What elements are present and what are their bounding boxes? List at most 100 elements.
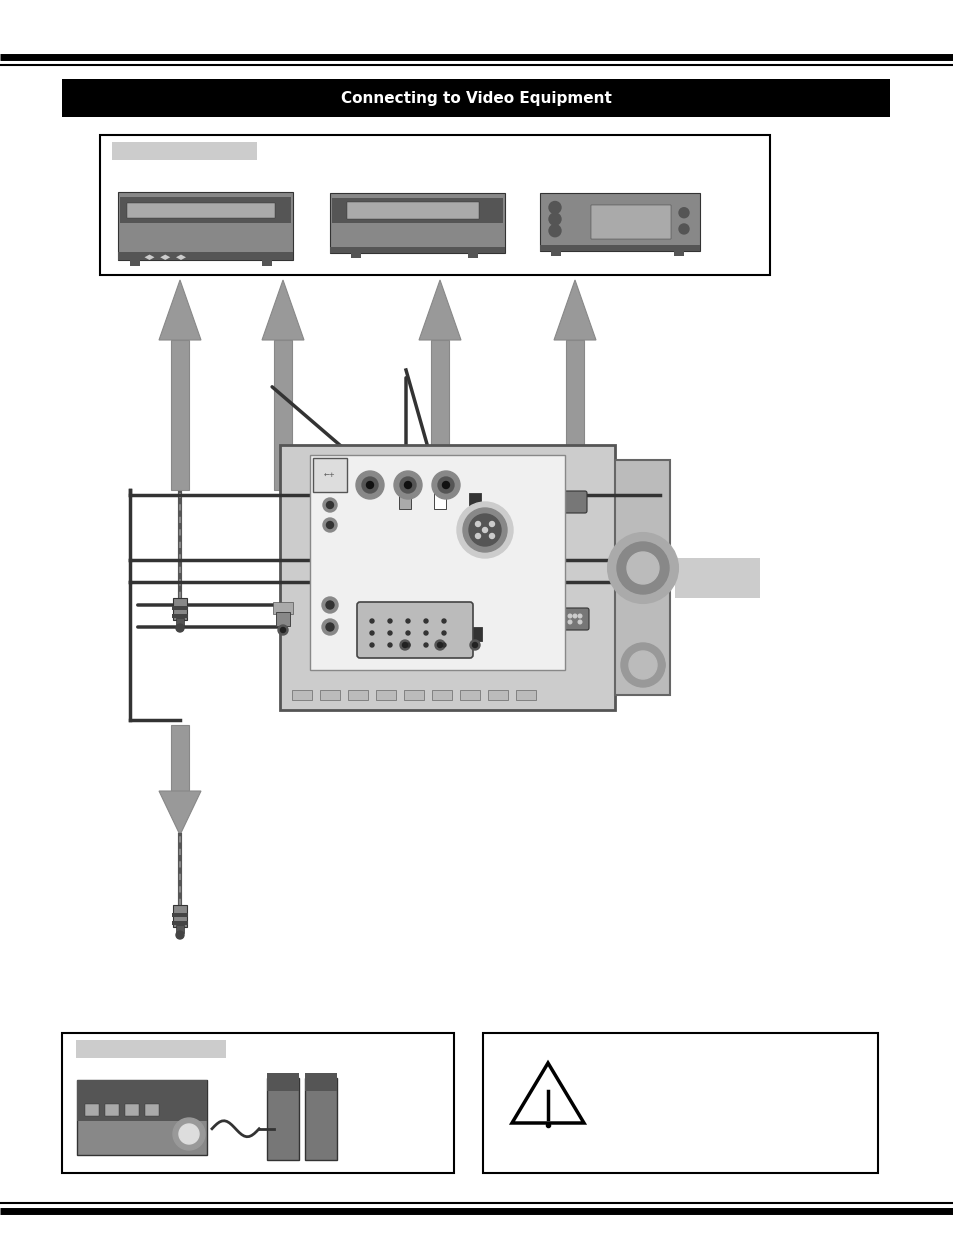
Circle shape [323,517,336,532]
Circle shape [470,640,479,650]
FancyBboxPatch shape [398,493,411,509]
FancyBboxPatch shape [125,1104,139,1116]
FancyBboxPatch shape [539,193,700,251]
Circle shape [326,601,334,609]
Circle shape [366,482,374,489]
FancyBboxPatch shape [120,198,291,222]
FancyBboxPatch shape [127,203,275,217]
FancyBboxPatch shape [468,253,478,258]
Circle shape [388,631,392,635]
FancyBboxPatch shape [175,925,184,932]
Circle shape [469,514,500,546]
FancyBboxPatch shape [100,135,769,275]
FancyBboxPatch shape [565,340,583,490]
FancyBboxPatch shape [375,690,395,700]
Circle shape [578,614,581,618]
Circle shape [406,631,410,635]
FancyBboxPatch shape [172,614,188,618]
FancyBboxPatch shape [62,1032,454,1173]
FancyBboxPatch shape [562,492,586,513]
FancyBboxPatch shape [482,1032,877,1173]
Circle shape [475,521,480,526]
Circle shape [437,642,442,647]
Circle shape [406,643,410,647]
FancyBboxPatch shape [77,1079,207,1121]
Circle shape [568,620,571,624]
Circle shape [437,477,454,493]
Circle shape [462,508,506,552]
FancyBboxPatch shape [118,191,293,261]
FancyBboxPatch shape [431,340,448,490]
Circle shape [402,642,407,647]
FancyBboxPatch shape [351,253,361,258]
FancyBboxPatch shape [330,193,504,253]
Polygon shape [144,254,154,261]
FancyBboxPatch shape [171,340,189,490]
FancyBboxPatch shape [274,340,292,490]
FancyBboxPatch shape [305,1073,336,1091]
FancyBboxPatch shape [397,627,412,641]
Circle shape [175,624,184,632]
FancyBboxPatch shape [467,509,482,521]
Circle shape [361,477,377,493]
FancyBboxPatch shape [330,247,504,253]
Circle shape [355,471,384,499]
Circle shape [548,225,560,237]
Circle shape [280,627,285,632]
FancyBboxPatch shape [615,459,669,695]
Circle shape [394,471,421,499]
Circle shape [456,501,513,558]
FancyBboxPatch shape [172,913,188,918]
FancyBboxPatch shape [434,493,446,509]
Circle shape [399,640,410,650]
Circle shape [548,201,560,214]
FancyBboxPatch shape [539,246,700,251]
Circle shape [472,642,477,647]
Polygon shape [512,1063,583,1123]
FancyBboxPatch shape [319,690,339,700]
FancyBboxPatch shape [488,690,507,700]
FancyBboxPatch shape [118,252,293,261]
FancyBboxPatch shape [267,1078,298,1160]
FancyBboxPatch shape [292,690,312,700]
FancyBboxPatch shape [674,251,683,256]
FancyBboxPatch shape [560,608,588,630]
Circle shape [388,619,392,622]
FancyBboxPatch shape [468,627,481,641]
Circle shape [423,631,428,635]
FancyBboxPatch shape [591,205,671,240]
FancyBboxPatch shape [675,558,760,598]
Circle shape [617,542,668,594]
FancyBboxPatch shape [145,1104,159,1116]
FancyBboxPatch shape [464,618,484,629]
FancyBboxPatch shape [172,598,187,620]
FancyBboxPatch shape [469,493,480,509]
Circle shape [475,534,480,538]
Circle shape [568,614,571,618]
Circle shape [626,552,659,584]
Polygon shape [418,280,460,340]
FancyBboxPatch shape [275,613,290,626]
Circle shape [548,214,560,225]
Circle shape [370,631,374,635]
Circle shape [423,643,428,647]
FancyBboxPatch shape [459,690,479,700]
Circle shape [172,1118,205,1150]
FancyBboxPatch shape [172,606,188,610]
Circle shape [648,657,664,673]
FancyBboxPatch shape [347,203,478,219]
Circle shape [578,620,581,624]
Circle shape [404,482,411,489]
FancyBboxPatch shape [348,690,368,700]
FancyBboxPatch shape [76,1040,226,1058]
Circle shape [607,534,678,603]
Circle shape [489,521,494,526]
Circle shape [277,625,288,635]
Circle shape [441,643,446,647]
FancyBboxPatch shape [310,454,564,671]
Circle shape [388,643,392,647]
FancyBboxPatch shape [551,251,560,256]
FancyBboxPatch shape [432,690,452,700]
FancyBboxPatch shape [105,1104,119,1116]
Polygon shape [159,790,201,835]
